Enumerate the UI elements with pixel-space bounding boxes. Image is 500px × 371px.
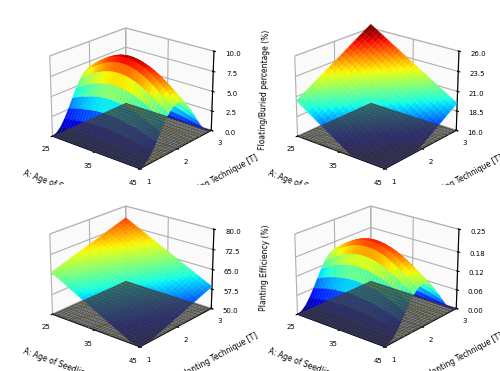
X-axis label: A: Age of Seedlings [DAS]: A: Age of Seedlings [DAS] <box>268 347 362 371</box>
Y-axis label: B: Transplanting Technique [T]: B: Transplanting Technique [T] <box>153 331 260 371</box>
Text: (a): (a) <box>121 196 139 206</box>
Y-axis label: B: Transplanting Technique [T]: B: Transplanting Technique [T] <box>398 331 500 371</box>
X-axis label: A: Age of Seedlings [DAS]: A: Age of Seedlings [DAS] <box>22 168 118 211</box>
X-axis label: A: Age of Seedlings [DAS]: A: Age of Seedlings [DAS] <box>268 168 362 211</box>
Y-axis label: B: Transplanting Technique [T]: B: Transplanting Technique [T] <box>153 153 260 216</box>
Y-axis label: B: Transplanting Technique [T]: B: Transplanting Technique [T] <box>398 153 500 216</box>
Text: (b): (b) <box>366 196 384 206</box>
X-axis label: A: Age of Seedlings [DAS]: A: Age of Seedlings [DAS] <box>22 347 118 371</box>
